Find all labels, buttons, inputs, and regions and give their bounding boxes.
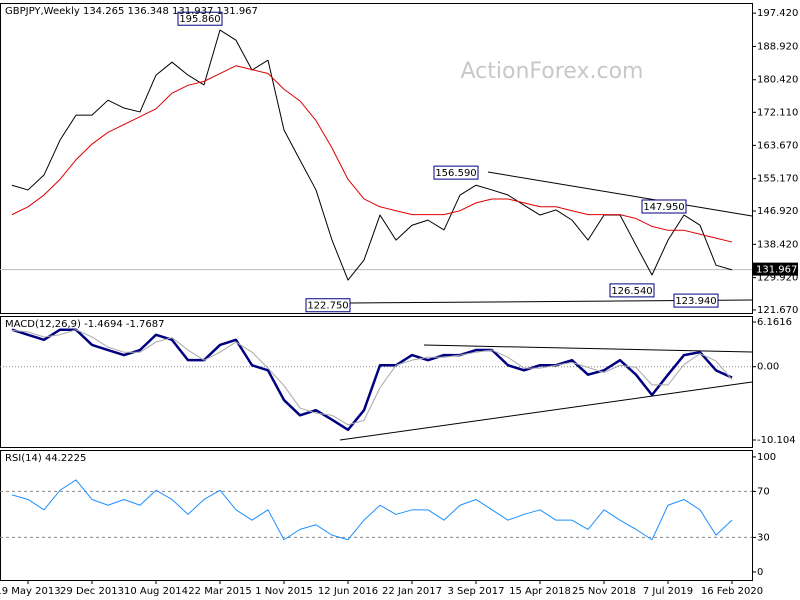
- y-tick-label: 6.1616: [757, 317, 792, 328]
- series-line: [11, 329, 733, 426]
- y-tick-label: 146.920: [757, 206, 798, 217]
- price-annotation-box: [673, 293, 719, 308]
- resistance-trendline: [487, 171, 753, 217]
- x-tick-label: 7 Jul 2019: [643, 586, 693, 597]
- series-line: [11, 479, 733, 541]
- price-annotation: 195.860: [179, 14, 220, 25]
- macd-trendline: [339, 381, 753, 441]
- price-annotation-box: [433, 165, 479, 180]
- price-annotation: 126.540: [611, 286, 652, 297]
- y-tick-label: 138.420: [757, 239, 798, 250]
- price-annotation-box: [641, 199, 687, 214]
- price-annotation-box: [305, 298, 351, 313]
- price-annotation-box: [177, 11, 223, 26]
- price-annotation: 156.590: [435, 168, 476, 179]
- x-tick-label: 29 Dec 2013: [60, 586, 124, 597]
- x-tick-label: 19 May 2013: [0, 586, 61, 597]
- y-tick-label: 172.110: [757, 107, 798, 118]
- price-annotation: 123.940: [675, 296, 716, 307]
- x-tick-label: 10 Aug 2014: [124, 586, 188, 597]
- watermark: ActionForex.com: [461, 59, 644, 84]
- price-annotation-box: [609, 283, 655, 298]
- y-tick-label: 0.00: [757, 362, 779, 373]
- price-annotation: 122.750: [307, 301, 348, 312]
- last-price-box: [752, 262, 798, 276]
- y-tick-label: 0: [757, 567, 763, 578]
- y-tick-label: 100: [757, 452, 776, 463]
- series-line: [11, 65, 733, 243]
- y-tick-label: 180.420: [757, 75, 798, 86]
- x-tick-label: 22 Jan 2017: [382, 586, 442, 597]
- panel-title: RSI(14) 44.2225: [5, 453, 86, 464]
- x-tick-label: 25 Nov 2018: [572, 586, 636, 597]
- x-tick-label: 22 Mar 2015: [188, 586, 251, 597]
- price-panel: [0, 3, 753, 314]
- panel-title: MACD(12,26,9) -1.4694 -1.7687: [5, 319, 165, 330]
- macd-panel: [0, 316, 753, 448]
- y-tick-label: 188.920: [757, 41, 798, 52]
- x-tick-label: 16 Feb 2020: [701, 586, 763, 597]
- rsi-panel: [0, 450, 753, 581]
- y-tick-label: 163.670: [757, 140, 798, 151]
- last-price-label: 131.967: [756, 265, 797, 276]
- y-tick-label: 155.170: [757, 174, 798, 185]
- x-tick-label: 1 Nov 2015: [255, 586, 313, 597]
- y-tick-label: 129.920: [757, 273, 798, 284]
- y-tick-label: 197.420: [757, 8, 798, 19]
- x-tick-label: 3 Sep 2017: [447, 586, 504, 597]
- x-tick-label: 15 Apr 2018: [509, 586, 571, 597]
- panel-title: GBPJPY,Weekly 134.265 136.348 131.937 13…: [5, 6, 258, 17]
- y-tick-label: 30: [757, 532, 770, 543]
- price-annotation: 147.950: [643, 202, 684, 213]
- macd-trendline: [423, 344, 753, 353]
- x-tick-label: 12 Jun 2016: [318, 586, 378, 597]
- y-tick-label: 70: [757, 486, 770, 497]
- y-tick-label: 121.670: [757, 305, 798, 316]
- y-tick-label: -10.104: [757, 435, 796, 446]
